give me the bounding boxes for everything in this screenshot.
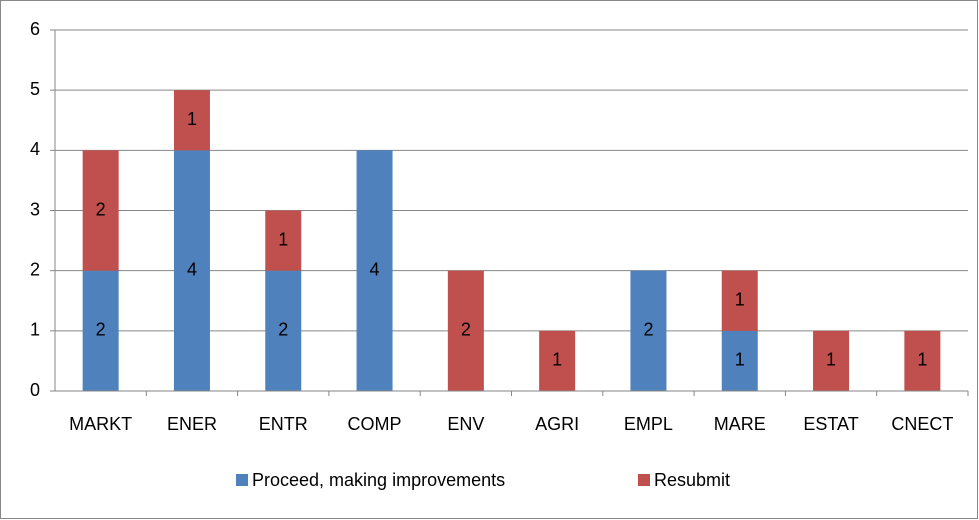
bar-segment — [173, 90, 210, 151]
data-label: 4 — [370, 259, 380, 279]
x-tick-label: AGRI — [535, 414, 579, 434]
bar-segment — [539, 330, 576, 391]
y-tick-label: 6 — [30, 19, 40, 39]
y-tick-label: 4 — [30, 139, 40, 159]
data-label: 1 — [278, 229, 288, 249]
bar-segment — [265, 270, 302, 391]
data-label: 1 — [552, 350, 562, 370]
x-tick-label: COMP — [348, 414, 402, 434]
data-label: 1 — [826, 350, 836, 370]
x-tick-label: ENTR — [259, 414, 308, 434]
y-tick-label: 2 — [30, 259, 40, 279]
legend-label: Proceed, making improvements — [252, 470, 505, 490]
bar-segment — [721, 270, 758, 331]
y-tick-label: 3 — [30, 199, 40, 219]
x-tick-label: ENV — [447, 414, 484, 434]
bar-segment — [82, 150, 119, 271]
data-label: 2 — [278, 320, 288, 340]
x-tick-label: EMPL — [624, 414, 673, 434]
data-label: 1 — [917, 350, 927, 370]
y-tick-label: 5 — [30, 79, 40, 99]
legend-swatch — [638, 474, 650, 486]
data-label: 1 — [735, 290, 745, 310]
bar-segment — [447, 270, 484, 391]
y-tick-label: 1 — [30, 320, 40, 340]
data-label: 2 — [643, 320, 653, 340]
bar-segment — [82, 270, 119, 391]
data-label: 2 — [461, 320, 471, 340]
x-tick-label: MARE — [714, 414, 766, 434]
y-tick-label: 0 — [30, 380, 40, 400]
legend-label: Resubmit — [654, 470, 730, 490]
data-label: 1 — [187, 109, 197, 129]
bar-segment — [721, 330, 758, 391]
bar-segment — [356, 150, 393, 391]
bar-segment — [173, 150, 210, 391]
x-tick-label: MARKT — [69, 414, 132, 434]
x-tick-label: ENER — [167, 414, 217, 434]
x-tick-label: CNECT — [891, 414, 953, 434]
data-label: 2 — [96, 199, 106, 219]
data-label: 2 — [96, 320, 106, 340]
x-tick-label: ESTAT — [803, 414, 858, 434]
bar-segment — [630, 270, 667, 391]
data-label: 1 — [735, 350, 745, 370]
legend-swatch — [236, 474, 248, 486]
data-label: 4 — [187, 259, 197, 279]
bar-segment — [904, 330, 941, 391]
bar-segment — [813, 330, 850, 391]
bar-segment — [265, 210, 302, 271]
